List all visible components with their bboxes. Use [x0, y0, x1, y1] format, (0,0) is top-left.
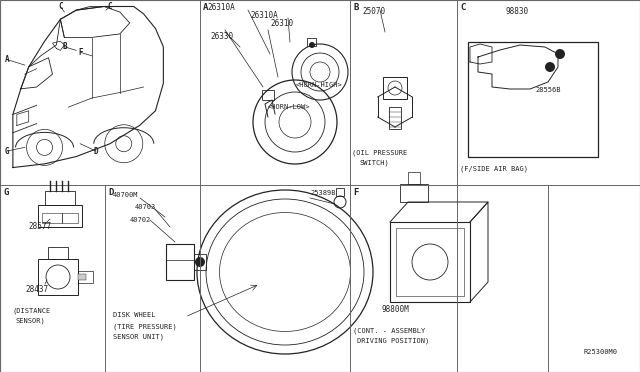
Text: SWITCH): SWITCH): [360, 159, 390, 166]
Text: A: A: [4, 55, 9, 64]
Text: R25300M0: R25300M0: [583, 349, 617, 355]
Bar: [383, 77, 407, 99]
Circle shape: [195, 257, 205, 267]
Text: B: B: [62, 42, 67, 51]
Text: D: D: [93, 147, 99, 155]
Text: (TIRE PRESSURE): (TIRE PRESSURE): [113, 323, 177, 330]
Text: G: G: [4, 147, 9, 155]
Text: G: G: [3, 188, 8, 197]
Text: 26330: 26330: [210, 32, 233, 41]
Text: 25389B: 25389B: [310, 190, 335, 196]
Text: 26310: 26310: [270, 19, 293, 28]
Text: (DISTANCE: (DISTANCE: [12, 307, 51, 314]
Bar: [48, 247, 68, 259]
Text: (OIL PRESSURE: (OIL PRESSURE: [352, 150, 407, 157]
Text: 26310A: 26310A: [207, 3, 235, 12]
Text: (CONT. - ASSEMBLY: (CONT. - ASSEMBLY: [353, 327, 425, 334]
Text: 26310A: 26310A: [250, 11, 278, 20]
Text: B: B: [353, 3, 358, 12]
Bar: [400, 184, 428, 202]
Bar: [42, 213, 62, 223]
Text: 98800M: 98800M: [382, 305, 410, 314]
Bar: [396, 228, 464, 296]
Text: 28556B: 28556B: [535, 87, 561, 93]
Circle shape: [309, 42, 315, 48]
Text: DISK WHEEL: DISK WHEEL: [113, 312, 156, 318]
Bar: [307, 38, 316, 46]
Bar: [390, 222, 470, 302]
Text: C: C: [108, 2, 112, 11]
Bar: [78, 274, 86, 280]
Text: 40702: 40702: [130, 217, 151, 223]
Text: F: F: [78, 48, 83, 57]
Bar: [45, 191, 75, 205]
Bar: [468, 42, 598, 157]
Circle shape: [545, 62, 555, 72]
Bar: [78, 271, 93, 283]
Text: SENSOR): SENSOR): [16, 317, 45, 324]
Text: 40703: 40703: [135, 204, 156, 210]
Text: A: A: [203, 3, 209, 12]
Text: <HORN-HIGH>: <HORN-HIGH>: [296, 82, 343, 88]
Text: SENSOR UNIT): SENSOR UNIT): [113, 334, 164, 340]
Text: 28437: 28437: [25, 285, 48, 294]
Bar: [408, 172, 420, 184]
Text: <HORN-LOW>: <HORN-LOW>: [268, 104, 310, 110]
Text: DRIVING POSITION): DRIVING POSITION): [357, 338, 429, 344]
Bar: [38, 205, 82, 227]
Text: D: D: [108, 188, 113, 197]
Bar: [62, 213, 78, 223]
Text: C: C: [460, 3, 465, 12]
Text: 40700M: 40700M: [113, 192, 138, 198]
Bar: [336, 188, 344, 196]
Circle shape: [555, 49, 565, 59]
Text: C: C: [58, 2, 63, 11]
Text: 28577: 28577: [28, 222, 51, 231]
Bar: [389, 107, 401, 129]
Text: (F/SIDE AIR BAG): (F/SIDE AIR BAG): [460, 165, 528, 171]
Text: 25070: 25070: [362, 7, 385, 16]
Text: F: F: [353, 188, 358, 197]
Bar: [166, 244, 194, 280]
Bar: [262, 90, 274, 100]
Bar: [194, 254, 206, 270]
Text: 98830: 98830: [505, 7, 528, 16]
Bar: [38, 259, 78, 295]
